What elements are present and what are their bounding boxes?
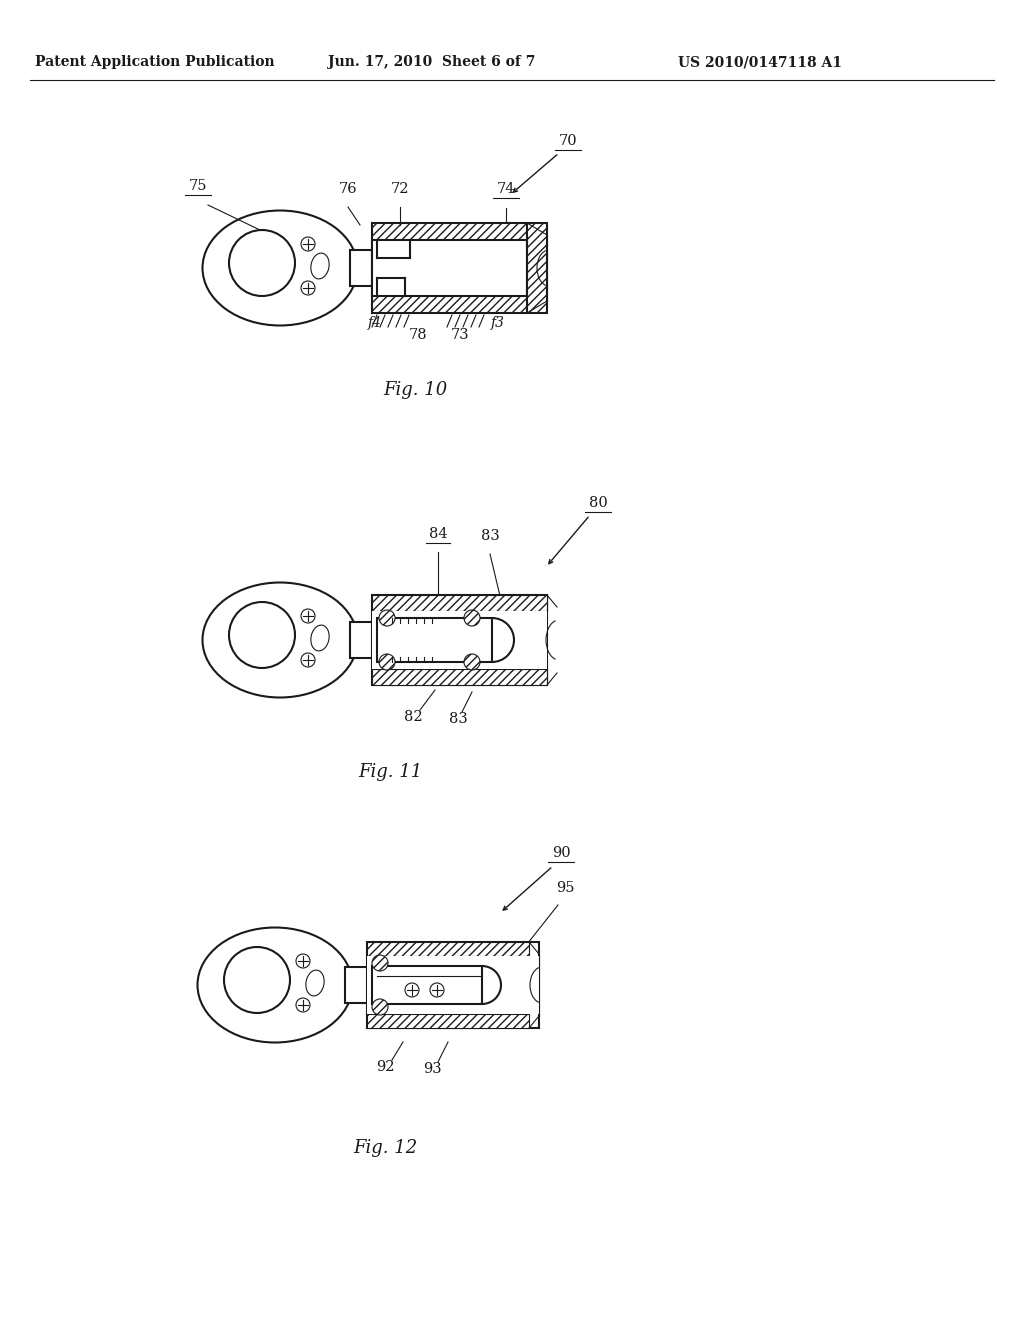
Bar xyxy=(377,618,492,663)
Text: 82: 82 xyxy=(403,710,422,723)
Bar xyxy=(372,223,547,313)
Text: 70: 70 xyxy=(559,135,578,148)
Text: 72: 72 xyxy=(391,182,410,195)
Circle shape xyxy=(430,983,444,997)
Bar xyxy=(367,942,539,1028)
Circle shape xyxy=(406,983,419,997)
Text: 78: 78 xyxy=(409,327,427,342)
Text: 92: 92 xyxy=(376,1060,394,1074)
Bar xyxy=(372,611,547,669)
Text: 80: 80 xyxy=(589,496,607,510)
Ellipse shape xyxy=(198,928,352,1043)
Text: 76: 76 xyxy=(339,182,357,195)
Bar xyxy=(350,249,372,286)
Bar xyxy=(372,669,547,685)
Circle shape xyxy=(372,999,388,1015)
Circle shape xyxy=(372,954,388,972)
Circle shape xyxy=(301,281,315,294)
Circle shape xyxy=(296,998,310,1012)
Ellipse shape xyxy=(311,626,329,651)
Text: 73: 73 xyxy=(451,327,469,342)
Bar xyxy=(372,966,482,1005)
Circle shape xyxy=(301,609,315,623)
Text: Jun. 17, 2010  Sheet 6 of 7: Jun. 17, 2010 Sheet 6 of 7 xyxy=(329,55,536,69)
Text: Fig. 10: Fig. 10 xyxy=(383,381,447,399)
Bar xyxy=(345,968,367,1003)
Bar xyxy=(367,1014,529,1028)
Ellipse shape xyxy=(311,253,329,279)
Text: f4: f4 xyxy=(368,315,382,330)
Ellipse shape xyxy=(306,970,325,995)
Text: US 2010/0147118 A1: US 2010/0147118 A1 xyxy=(678,55,842,69)
Bar xyxy=(367,942,529,956)
Bar xyxy=(372,595,547,611)
Bar xyxy=(367,956,539,1014)
Ellipse shape xyxy=(203,582,357,697)
Circle shape xyxy=(379,610,395,626)
Circle shape xyxy=(464,610,480,626)
Circle shape xyxy=(296,954,310,968)
Circle shape xyxy=(379,653,395,671)
Text: Patent Application Publication: Patent Application Publication xyxy=(35,55,274,69)
Ellipse shape xyxy=(203,210,357,326)
Circle shape xyxy=(464,653,480,671)
Circle shape xyxy=(301,653,315,667)
Circle shape xyxy=(301,238,315,251)
Text: 83: 83 xyxy=(449,711,467,726)
Bar xyxy=(372,595,547,685)
Text: 95: 95 xyxy=(556,880,574,895)
Text: 75: 75 xyxy=(188,180,207,193)
Text: 90: 90 xyxy=(552,846,570,861)
Text: 93: 93 xyxy=(423,1063,441,1076)
Bar xyxy=(372,240,527,296)
Text: f3: f3 xyxy=(490,315,505,330)
Text: 84: 84 xyxy=(429,527,447,541)
Text: 83: 83 xyxy=(480,529,500,543)
Text: Fig. 11: Fig. 11 xyxy=(357,763,422,781)
Bar xyxy=(350,622,372,657)
Text: 74: 74 xyxy=(497,182,515,195)
Text: Fig. 12: Fig. 12 xyxy=(353,1139,417,1158)
